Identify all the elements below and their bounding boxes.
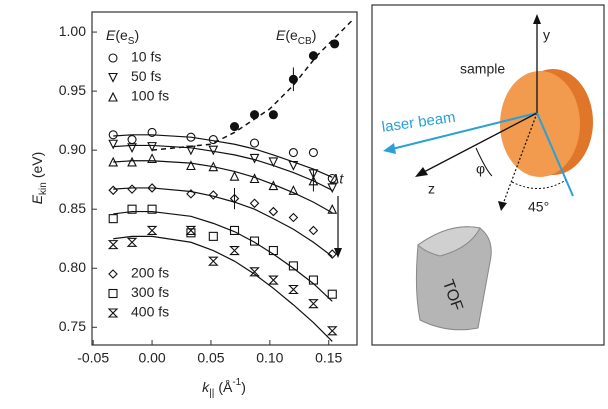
x-axis-label-part: (Å [218,379,233,395]
marker [289,162,297,170]
marker [109,309,117,317]
marker [309,300,317,308]
marker [109,74,117,82]
marker [128,238,136,246]
arrowhead [533,14,541,24]
marker [148,226,156,234]
marker [109,290,117,298]
marker [109,241,117,249]
legend-label: 200 fs [131,265,169,281]
laser-label: laser beam [381,109,457,136]
marker [331,40,339,48]
marker [109,186,117,194]
marker [128,136,136,144]
y-axis-label-part: kin [38,182,49,195]
legend-title: E(eS) [106,27,139,47]
x-tick-label: 0.15 [315,350,342,366]
trend-label-part: ) [312,27,317,43]
legend-label: 50 fs [131,68,161,84]
plot: -0.05 0.00 0.05 0.10 0.15 0.75 0.80 0.85 0.90 0.9… [29,20,353,399]
fit-line [113,188,332,256]
x-tick-label: -0.05 [77,350,109,366]
y-tick-label: 0.85 [59,200,86,216]
diagram-frame [372,5,604,345]
marker [209,257,217,265]
y-axis-label: y [543,27,550,43]
x-axis-label-part: || [209,388,214,399]
y-axis-label-part: (eV) [29,152,45,178]
marker [251,111,259,119]
x-tick-label: 0.10 [256,350,283,366]
marker [109,215,117,223]
phi-label: φ [476,161,485,177]
legend-label: 400 fs [131,304,169,320]
marker [251,139,259,147]
marker [309,226,317,234]
marker [309,149,317,157]
sample-face [500,71,580,177]
marker [269,247,277,255]
marker [289,149,297,157]
marker [231,123,239,131]
marker [109,270,117,278]
fit-line [113,161,332,213]
trend-label-part: (e [285,27,298,43]
z-axis-label: z [428,181,435,197]
marker [269,208,277,216]
arrowhead [498,201,507,211]
marker [328,290,336,298]
x-tick-label: 0.05 [197,350,224,366]
annotation: Δt [329,171,344,187]
marker [109,54,117,62]
y-tick-label: 0.80 [59,259,86,275]
marker [251,199,259,207]
angle-label: 45° [528,199,549,215]
legend-title-part: (e [115,27,128,43]
marker [109,131,117,139]
legend-label: 10 fs [131,49,161,65]
marker [231,247,239,255]
marker [187,226,195,234]
marker [269,111,277,119]
y-tick-label: 1.00 [59,23,86,39]
arrowhead [383,143,396,154]
sample-label: sample [460,61,505,77]
marker [289,75,297,83]
fit-line [113,135,332,178]
marker [289,286,297,294]
y-axis-label: Ekin(eV) [29,152,49,205]
marker [209,146,217,154]
marker [128,185,136,193]
figure: -0.05 0.00 0.05 0.10 0.15 0.75 0.80 0.85 0.90 0.9… [0,0,608,404]
marker [109,140,117,148]
marker [109,93,117,101]
trend-line [152,20,352,150]
y-tick-label: 0.95 [59,82,86,98]
trend-label-part: CB [298,36,312,47]
legend-title-part: ) [134,27,139,43]
angle-arc [512,180,566,189]
marker [309,52,317,60]
marker [289,213,297,221]
legend-label: 100 fs [131,88,169,104]
arrowhead [415,167,428,177]
marker [231,172,239,180]
y-tick-label: 0.90 [59,141,86,157]
marker [328,205,336,213]
marker [269,276,277,284]
diagram: y sample laser beam z φ 45° TOF [372,5,604,345]
marker [209,232,217,240]
fit-line [113,145,332,190]
legend-label: 300 fs [131,284,169,300]
x-tick-label: 0.00 [138,350,165,366]
y-tick-label: 0.75 [59,318,86,334]
x-axis-label: k||(Å-1) [202,377,246,399]
marker [328,327,336,335]
marker [128,158,136,166]
trend-label: E(eCB) [276,27,316,47]
x-axis-label-part: ) [241,379,246,395]
